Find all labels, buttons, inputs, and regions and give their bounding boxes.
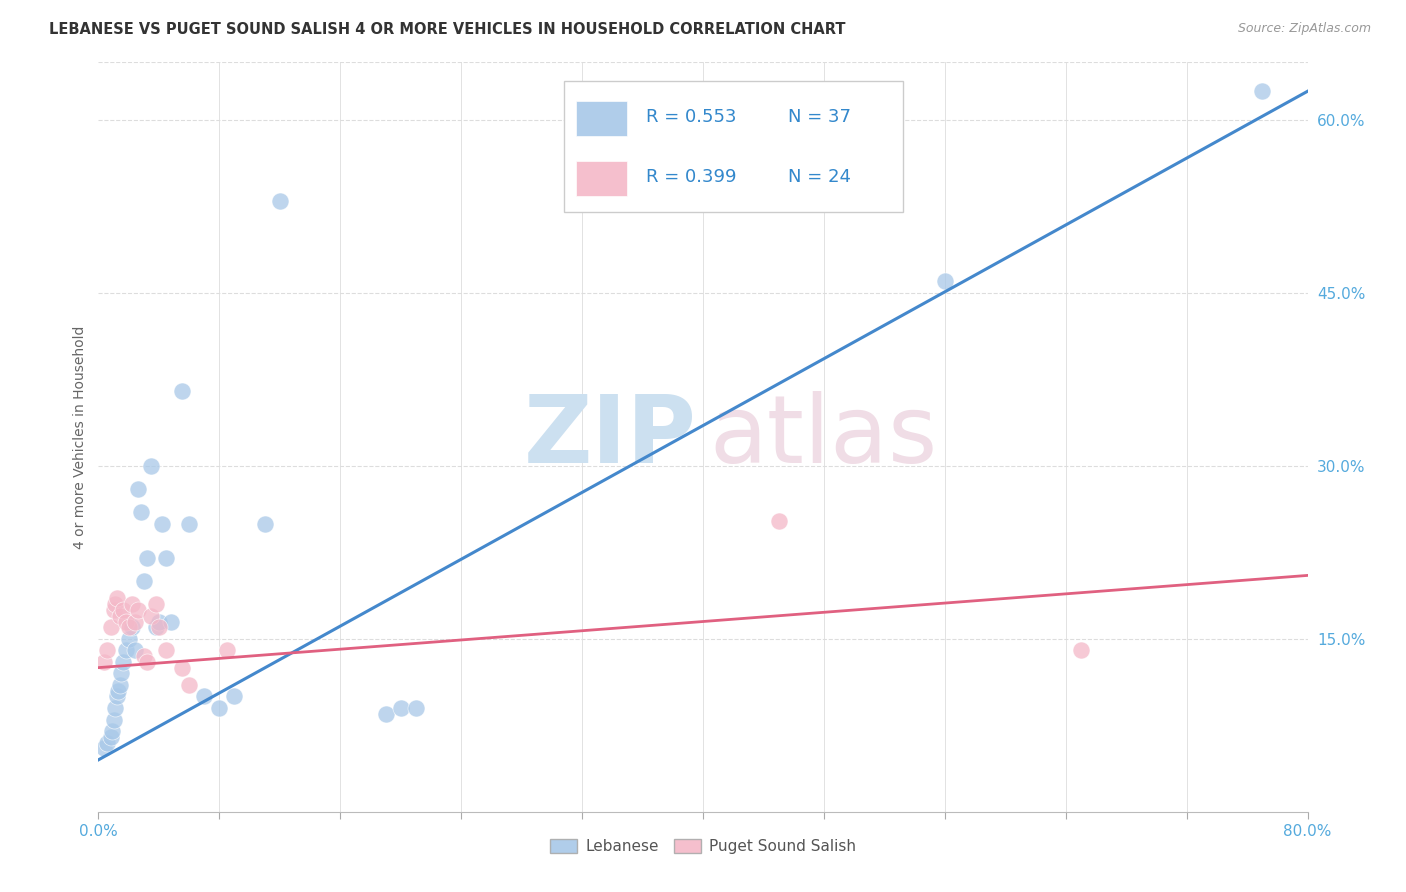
Y-axis label: 4 or more Vehicles in Household: 4 or more Vehicles in Household bbox=[73, 326, 87, 549]
Point bbox=[141, 608, 163, 623]
Point bbox=[104, 597, 127, 611]
Point bbox=[101, 724, 124, 739]
Point bbox=[179, 678, 201, 692]
Point bbox=[160, 615, 183, 629]
Point bbox=[108, 678, 131, 692]
Point bbox=[129, 505, 152, 519]
Point bbox=[1070, 643, 1092, 657]
Point bbox=[114, 643, 136, 657]
Text: N = 37: N = 37 bbox=[787, 108, 851, 126]
Text: atlas: atlas bbox=[709, 391, 938, 483]
Text: R = 0.399: R = 0.399 bbox=[647, 168, 737, 186]
Point bbox=[127, 482, 149, 496]
Text: R = 0.553: R = 0.553 bbox=[647, 108, 737, 126]
Point bbox=[132, 649, 155, 664]
Point bbox=[170, 660, 193, 674]
Point bbox=[111, 603, 134, 617]
Point bbox=[155, 551, 177, 566]
FancyBboxPatch shape bbox=[564, 81, 903, 212]
Point bbox=[150, 516, 173, 531]
Point bbox=[224, 690, 246, 704]
Point bbox=[96, 643, 118, 657]
Point bbox=[135, 655, 157, 669]
Point bbox=[124, 615, 146, 629]
Text: LEBANESE VS PUGET SOUND SALISH 4 OR MORE VEHICLES IN HOUSEHOLD CORRELATION CHART: LEBANESE VS PUGET SOUND SALISH 4 OR MORE… bbox=[49, 22, 846, 37]
Point bbox=[145, 597, 167, 611]
Point bbox=[93, 741, 115, 756]
Text: ZIP: ZIP bbox=[524, 391, 697, 483]
Point bbox=[141, 458, 163, 473]
Point bbox=[208, 701, 231, 715]
Point bbox=[934, 275, 956, 289]
Point bbox=[108, 608, 131, 623]
Point bbox=[93, 655, 115, 669]
Point bbox=[389, 701, 412, 715]
Point bbox=[105, 591, 128, 606]
Point bbox=[121, 620, 143, 634]
Point bbox=[104, 701, 127, 715]
Point bbox=[179, 516, 201, 531]
Point bbox=[105, 690, 128, 704]
Point bbox=[253, 516, 276, 531]
Point bbox=[145, 620, 167, 634]
Point bbox=[103, 713, 125, 727]
Point bbox=[103, 603, 125, 617]
Point bbox=[405, 701, 427, 715]
Point bbox=[110, 666, 132, 681]
Point bbox=[127, 603, 149, 617]
Point bbox=[100, 730, 122, 744]
Point bbox=[135, 551, 157, 566]
Point bbox=[114, 615, 136, 629]
Text: N = 24: N = 24 bbox=[787, 168, 851, 186]
Point bbox=[374, 706, 396, 721]
Point bbox=[121, 597, 143, 611]
Point bbox=[124, 643, 146, 657]
Point bbox=[215, 643, 238, 657]
Point bbox=[193, 690, 215, 704]
Point bbox=[132, 574, 155, 589]
Point bbox=[118, 632, 141, 646]
Legend: Lebanese, Puget Sound Salish: Lebanese, Puget Sound Salish bbox=[544, 833, 862, 860]
Point bbox=[1251, 84, 1274, 98]
Point bbox=[100, 620, 122, 634]
Point bbox=[148, 615, 170, 629]
Point bbox=[118, 620, 141, 634]
Point bbox=[111, 655, 134, 669]
Point bbox=[269, 194, 291, 208]
Point bbox=[96, 735, 118, 749]
Point bbox=[155, 643, 177, 657]
Point bbox=[107, 683, 129, 698]
Point bbox=[148, 620, 170, 634]
Text: Source: ZipAtlas.com: Source: ZipAtlas.com bbox=[1237, 22, 1371, 36]
FancyBboxPatch shape bbox=[576, 102, 627, 136]
Point bbox=[768, 514, 790, 528]
FancyBboxPatch shape bbox=[576, 161, 627, 195]
Point bbox=[170, 384, 193, 398]
